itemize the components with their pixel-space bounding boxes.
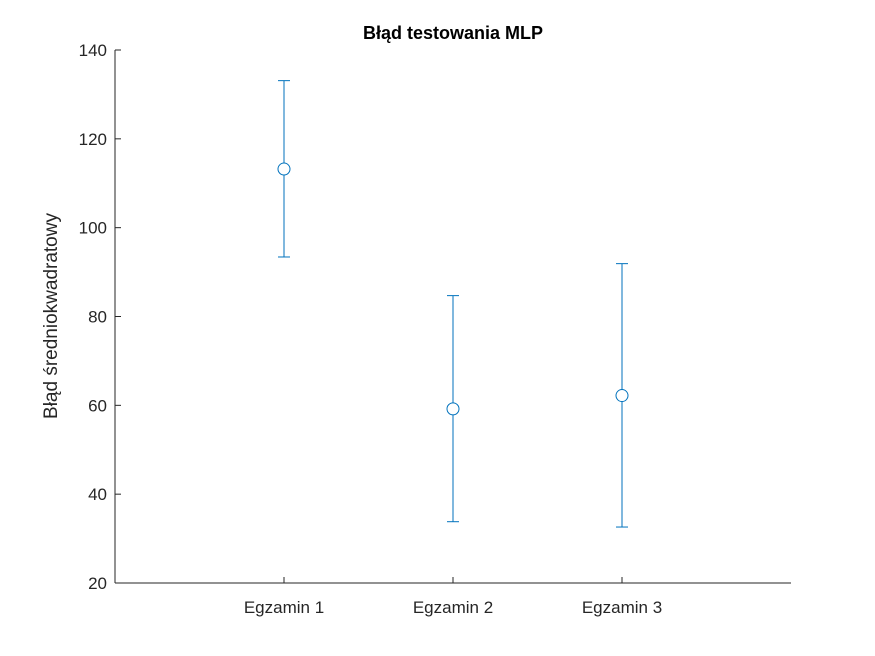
y-tick-label: 100	[79, 219, 107, 238]
y-ticks: 20 40 60 80 100 120 140	[79, 41, 121, 593]
y-tick-label: 60	[88, 396, 107, 415]
data-point-3	[615, 389, 629, 403]
x-ticks: Egzamin 1 Egzamin 2 Egzamin 3	[244, 577, 662, 617]
y-tick-label: 120	[79, 130, 107, 149]
y-tick-label: 20	[88, 574, 107, 593]
chart-title: Błąd testowania MLP	[363, 23, 543, 43]
error-bars	[278, 80, 628, 528]
x-tick-label: Egzamin 2	[413, 598, 493, 617]
data-point-2	[446, 402, 460, 416]
x-tick-label: Egzamin 1	[244, 598, 324, 617]
data-point-1	[277, 162, 291, 176]
y-tick-label: 40	[88, 485, 107, 504]
y-tick-label: 80	[88, 308, 107, 327]
y-axis-label: Błąd średniokwadratowy	[41, 213, 62, 419]
x-tick-label: Egzamin 3	[582, 598, 662, 617]
y-tick-label: 140	[79, 41, 107, 60]
data-markers	[277, 162, 629, 416]
